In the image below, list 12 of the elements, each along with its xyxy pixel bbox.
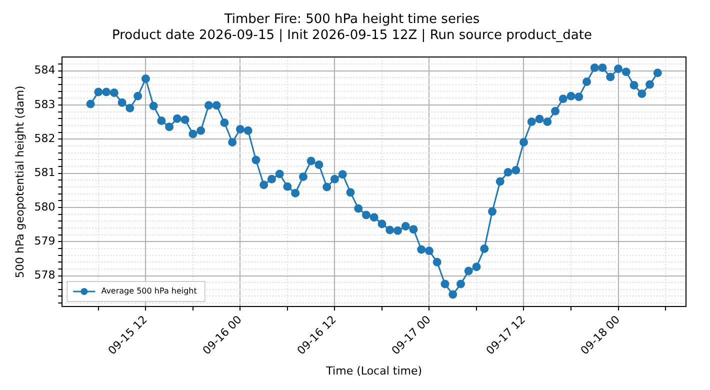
chart-subtitle: Product date 2026-09-15 | Init 2026-09-15 12Z | Run source product_date (112, 28, 592, 43)
y-axis-title: 500 hPa geopotential height (dam) (13, 86, 26, 278)
y-tick-label: 582 (34, 132, 56, 146)
y-tick-label: 583 (34, 98, 56, 111)
legend-label: Average 500 hPa height (101, 286, 197, 296)
y-tick-label: 584 (34, 64, 56, 77)
y-tick-label: 581 (34, 166, 56, 180)
x-axis-title: Time (Local time) (325, 364, 422, 378)
y-tick-label: 578 (34, 268, 56, 282)
y-tick-label: 579 (34, 234, 56, 248)
y-tick-label: 580 (34, 200, 56, 214)
chart-title: Timber Fire: 500 hPa height time series (223, 12, 480, 28)
